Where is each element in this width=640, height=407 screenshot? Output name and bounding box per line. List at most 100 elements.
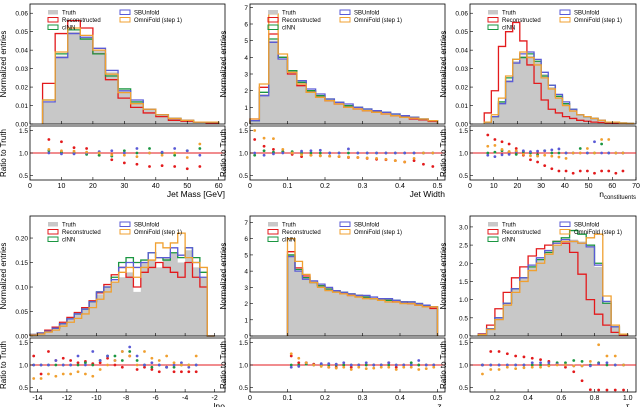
- Jet Mass-omnifold-ratio-point: [60, 149, 63, 153]
- ln rho-reconstructed-ratio-point: [143, 365, 146, 369]
- Jet Mass-reconstructed-ratio-point: [160, 164, 164, 168]
- n constituents-omnifold-ratio-point: [571, 151, 575, 155]
- ln rho-reconstructed-ratio-point: [194, 370, 198, 374]
- main-y-tick-label: 3.0: [459, 224, 468, 231]
- legend-label-reconstructed: Reconstructed: [62, 230, 101, 236]
- n constituents-cinn-ratio-point: [550, 151, 554, 155]
- tau21-omnifold-ratio-point: [514, 367, 518, 370]
- main-y-tick-label: 0.06: [455, 11, 468, 18]
- ln rho-cinn-ratio-point: [91, 363, 95, 367]
- Jet Width-sbunfold-ratio-point: [309, 149, 313, 153]
- x-tick-label: -4: [182, 395, 188, 402]
- main-y-tick-label: 0.06: [15, 11, 28, 18]
- n constituents-omnifold-ratio-point: [493, 143, 497, 147]
- n constituents-sbunfold-ratio-point: [493, 155, 497, 159]
- ratio-y-tick-label: 0.5: [239, 173, 248, 180]
- x-tick-label: 0.5: [433, 183, 443, 190]
- n constituents-reconstructed-ratio-point: [550, 167, 554, 171]
- ln rho-reconstructed-ratio-point: [135, 368, 139, 371]
- n constituents-reconstructed-ratio-point: [585, 169, 589, 173]
- n constituents-reconstructed-ratio-point: [607, 169, 611, 173]
- Jet Width-reconstructed-ratio-point: [422, 162, 425, 166]
- main-axes-frame: [29, 3, 226, 125]
- main-y-tick-label: 4: [244, 55, 248, 62]
- n constituents-omnifold-ratio-point: [486, 144, 490, 148]
- n constituents-reconstructed-ratio-point: [500, 140, 504, 144]
- z_g-sbunfold-ratio-point: [432, 363, 436, 367]
- tau21-truth-hist: [478, 239, 628, 336]
- ln rho-omnifold-ratio-point: [128, 354, 132, 358]
- Jet Mass-omnifold-ratio-point: [135, 155, 139, 159]
- Jet Width-sbunfold-ratio-point: [412, 151, 416, 155]
- tau21-sbunfold-ratio-point: [497, 363, 501, 367]
- Jet Width-omnifold-ratio-point: [412, 157, 416, 160]
- legend-label-truth: Truth: [502, 11, 516, 17]
- ln rho-reconstructed-ratio-point: [187, 370, 191, 374]
- legend-swatch-omnifold: [559, 229, 571, 235]
- Jet Width-truth-hist: [250, 40, 438, 124]
- n constituents-truth-hist: [484, 55, 634, 124]
- legend-swatch-cinn: [487, 236, 499, 242]
- tau21-sbunfold-ratio-point: [547, 361, 551, 365]
- n constituents-sbunfold-ratio-point: [543, 149, 547, 153]
- legend-swatch-truth: [48, 222, 58, 227]
- z_g-omnifold-ratio-point: [349, 368, 353, 371]
- Jet Mass-sbunfold-ratio-point: [160, 150, 164, 154]
- ln rho-sbunfold-ratio-point: [150, 361, 154, 365]
- legend-label-sbunfold: SBUnfold: [354, 223, 379, 229]
- tau21-sbunfold-ratio-point: [605, 361, 609, 365]
- z_g-omnifold-ratio-point: [417, 368, 421, 371]
- tau21-omnifold-ratio-point: [539, 365, 542, 369]
- z_g-reconstructed-ratio-point: [394, 365, 398, 369]
- ln rho-sbunfold-ratio-point: [194, 363, 198, 367]
- Jet Width-sbunfold-hist: [249, 41, 439, 124]
- Jet Width-omnifold-ratio-point: [253, 129, 257, 132]
- x-tick-label: 0.6: [556, 395, 566, 402]
- tau21-reconstructed-ratio-point: [597, 388, 601, 392]
- legend-swatch-omnifold: [339, 17, 351, 23]
- z_g-omnifold-ratio-point: [327, 365, 331, 369]
- Jet Width-omnifold-ratio-point: [262, 136, 266, 140]
- Jet Width-sbunfold-ratio-point: [262, 153, 266, 157]
- Jet Width-omnifold-ratio-point: [393, 159, 397, 163]
- main-y-tick-label: 0.05: [455, 29, 468, 36]
- ratio-y-axis-label: Ratio to Truth: [439, 129, 448, 177]
- n constituents-sbunfold-ratio-point: [486, 153, 490, 157]
- ratio-y-tick-label: 1.5: [459, 340, 468, 347]
- legend-swatch-cinn: [47, 236, 59, 242]
- tau21-reconstructed-ratio-point: [514, 354, 518, 358]
- x-tick-label: 50: [183, 183, 191, 190]
- main-y-tick-label: 2.5: [459, 243, 468, 250]
- ln rho-omnifold-ratio-point: [76, 370, 80, 374]
- Jet Mass-cinn-ratio-point: [135, 151, 139, 155]
- x-tick-label: -6: [152, 395, 158, 402]
- z_g-omnifold-ratio-point: [409, 365, 413, 369]
- tau21-omnifold-ratio-point: [564, 363, 567, 367]
- n constituents-omnifold-ratio-point: [614, 151, 618, 155]
- Jet Mass-sbunfold-ratio-point: [185, 149, 189, 153]
- tau21-cinn-ratio-point: [539, 363, 542, 367]
- z_g-cinn-ratio-point: [409, 361, 413, 365]
- ln rho-omnifold-ratio-point: [113, 359, 117, 362]
- ln rho-reconstructed-ratio-point: [157, 370, 161, 374]
- tau21-reconstructed-ratio-point: [572, 370, 576, 374]
- legend-swatch-reconstructed: [487, 17, 499, 23]
- legend-label-reconstructed: Reconstructed: [502, 18, 541, 24]
- n constituents-omnifold-ratio-point: [564, 157, 568, 160]
- ratio-y-tick-label: 1.0: [239, 363, 248, 370]
- Jet Mass-cinn-ratio-point: [198, 147, 202, 150]
- x-tick-label: 30: [537, 183, 545, 190]
- ln rho-cinn-ratio-point: [54, 363, 58, 367]
- ln rho-omnifold-ratio-point: [69, 372, 73, 376]
- z_g-reconstructed-ratio-point: [349, 365, 353, 369]
- main-axes-frame: [469, 3, 637, 125]
- ln rho-cinn-ratio-point: [150, 365, 154, 369]
- z_g-omnifold-ratio-point: [372, 366, 376, 370]
- legend-label-reconstructed: Reconstructed: [62, 18, 101, 24]
- Jet Width-omnifold-ratio-point: [337, 155, 341, 159]
- x-tick-label: 0: [468, 183, 472, 190]
- ln rho-omnifold-ratio-point: [47, 372, 50, 376]
- x-axis-label: lnρ: [214, 401, 226, 407]
- legend-swatch-sbunfold: [339, 9, 351, 15]
- legend-label-cinn: cINN: [62, 26, 75, 32]
